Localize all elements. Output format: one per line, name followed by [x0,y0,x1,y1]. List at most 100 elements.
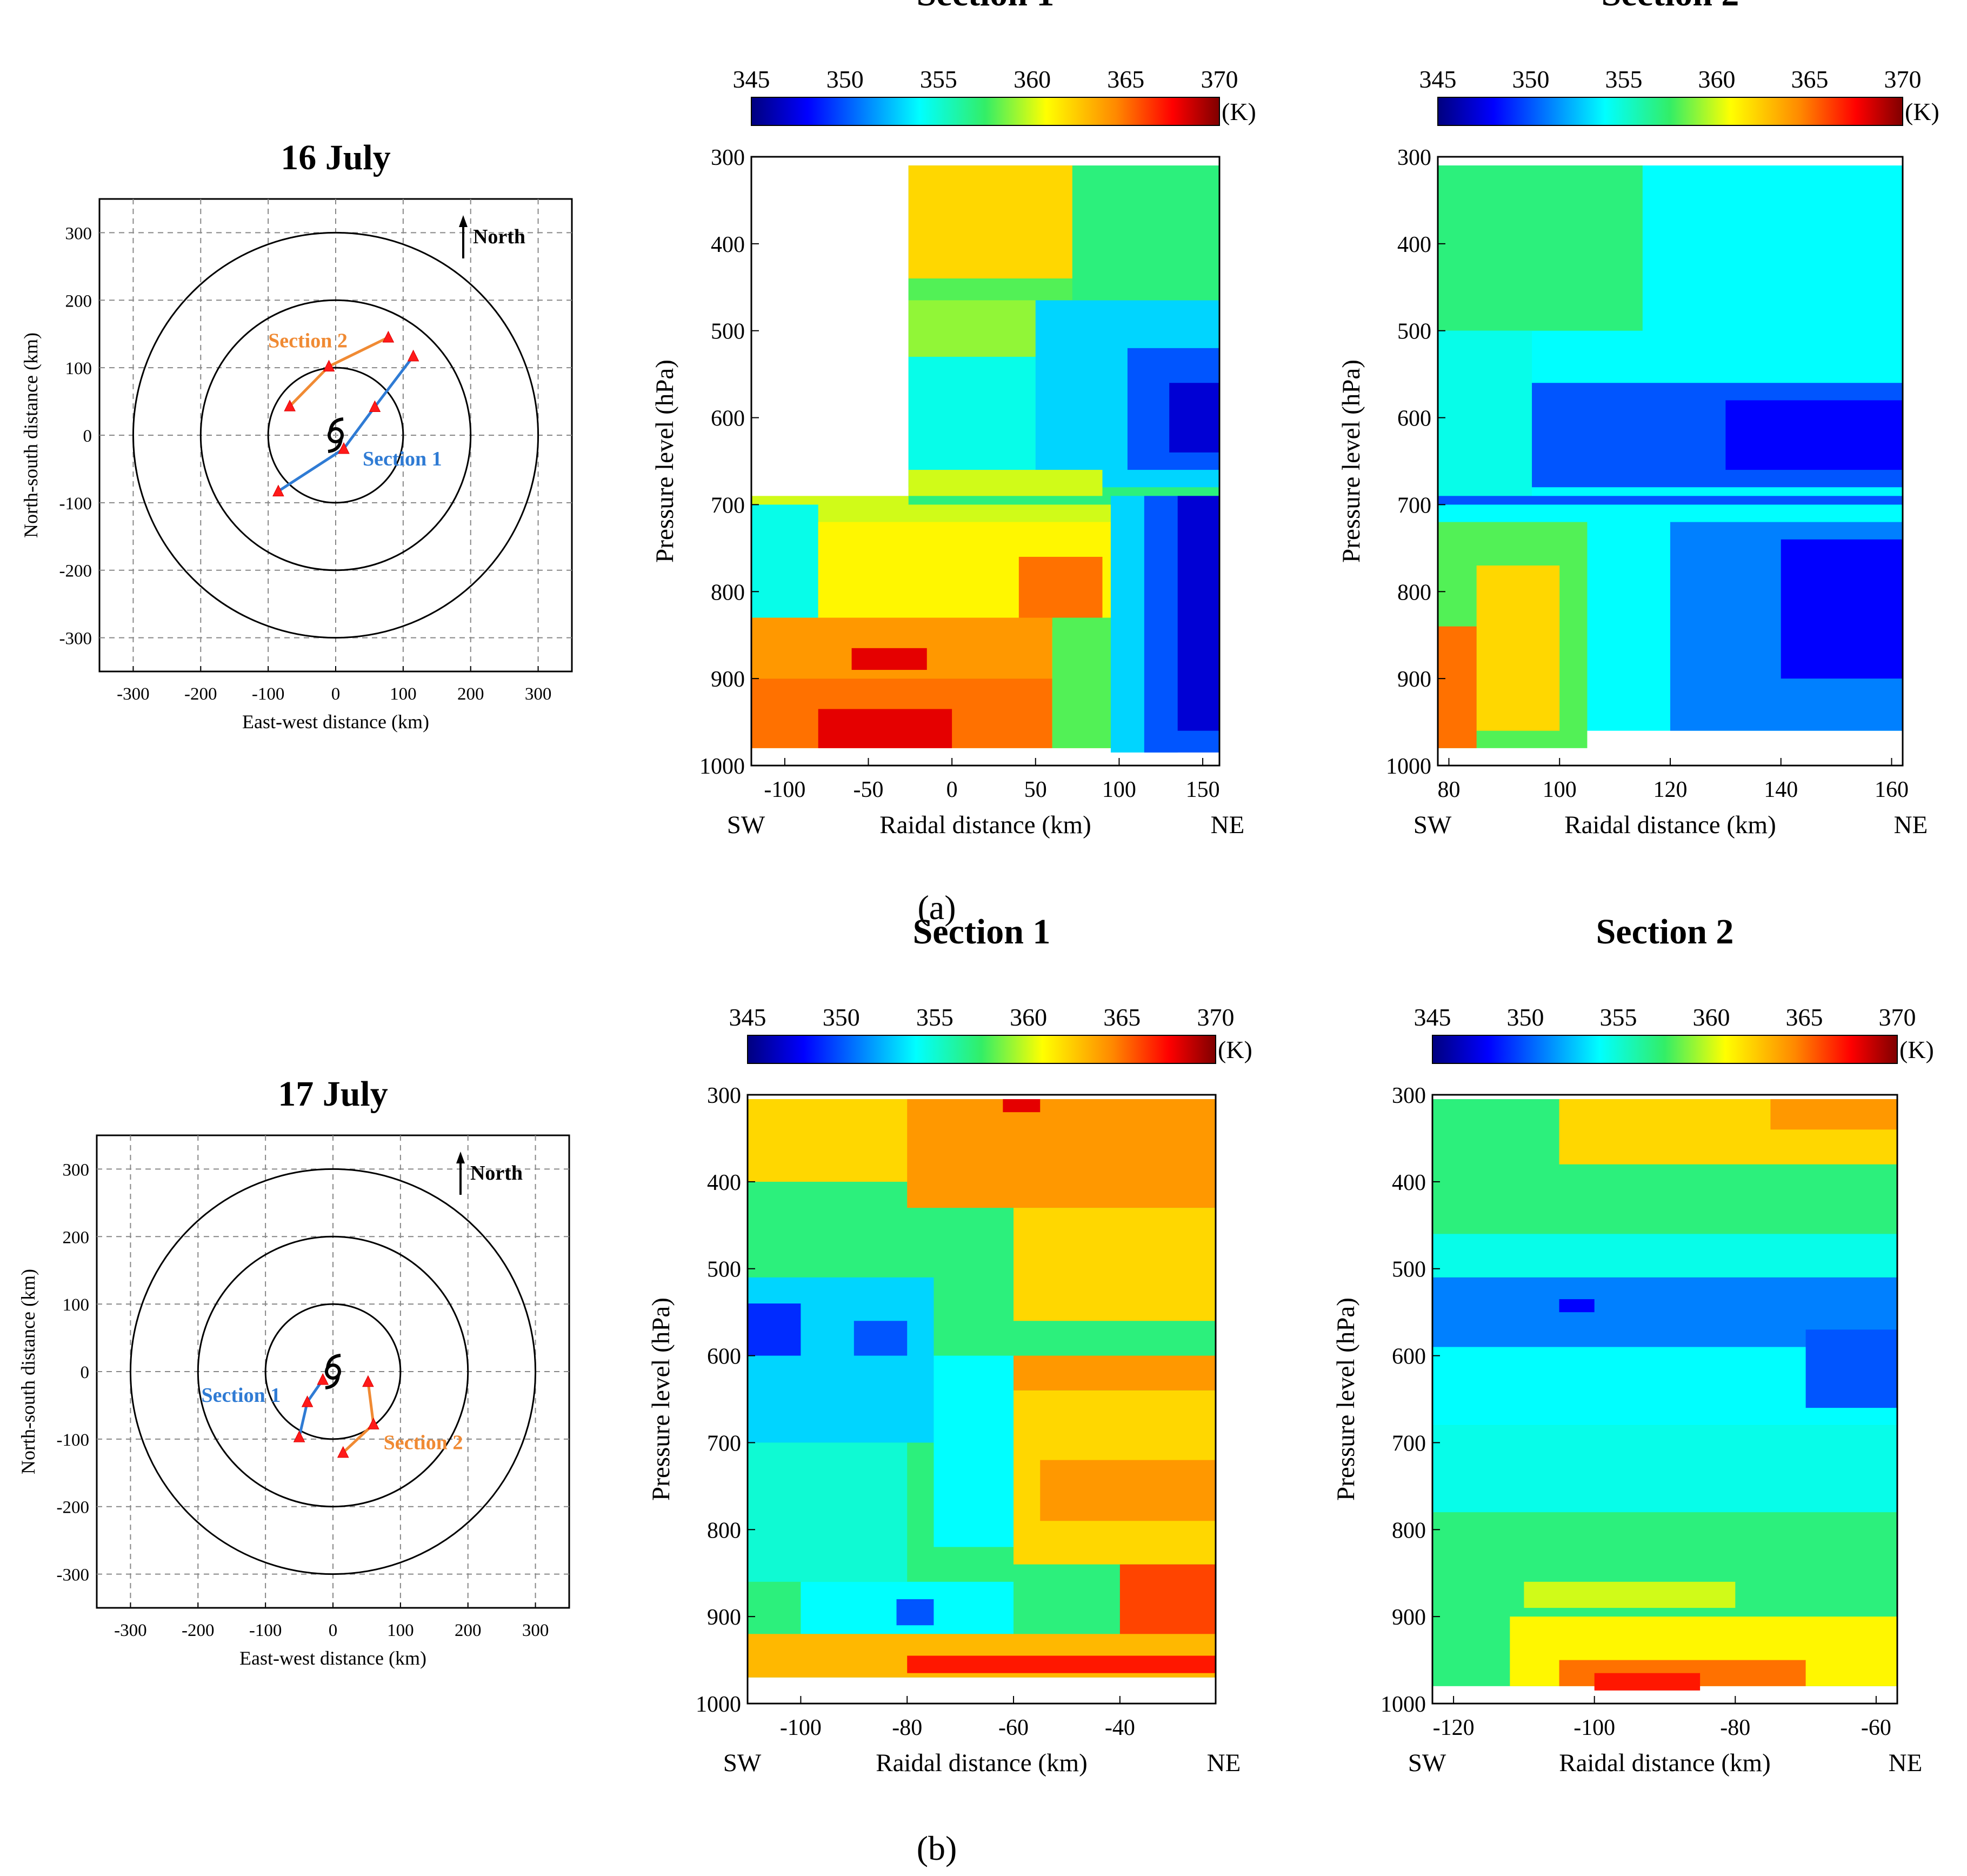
ne-label: NE [1207,1749,1241,1777]
theta-e-region [818,709,952,748]
map-y-axis-label: North-south distance (km) [17,1269,39,1474]
map-tick-label-x: 100 [387,1621,414,1640]
y-axis-label: Pressure level (hPa) [1332,1298,1360,1501]
map-tick-label-x: -200 [182,1621,215,1640]
theta-e-region [1805,1329,1897,1408]
y-axis-label: Pressure level (hPa) [647,1298,675,1501]
section-marker [362,1375,374,1387]
y-tick-label: 700 [1397,493,1431,518]
map-y-axis-label: North-south distance (km) [20,332,42,538]
plot-frame [746,1094,1217,1705]
section-label: Section 1 [363,448,442,470]
theta-e-region [1432,1234,1897,1278]
typhoon-arm [326,1354,341,1369]
typhoon-icon [325,1354,341,1389]
x-axis-label: Raidal distance (km) [1559,1749,1771,1777]
x-axis-label: Raidal distance (km) [1564,811,1776,839]
x-tick-label: -60 [998,1715,1029,1740]
theta-e-region [854,1321,908,1356]
y-tick-label: 800 [711,580,745,605]
map-tick-label-y: -200 [59,562,92,581]
map-x-axis-label: East-west distance (km) [242,711,429,733]
x-tick-label: 100 [1543,777,1577,802]
colorbar-tick-label: 360 [1013,65,1051,93]
x-tick-label: 0 [946,777,958,802]
map-tick-label-y: 300 [63,1160,90,1180]
y-tick-label: 900 [1392,1605,1426,1630]
sw-label: SW [1413,811,1452,839]
y-tick-label: 800 [1397,580,1431,605]
colorbar [751,97,1220,126]
map-tick-label-y: 100 [63,1295,90,1315]
map-tick-label-x: -300 [114,1621,147,1640]
y-tick-label: 600 [711,407,745,431]
theta-e-field [751,165,1219,753]
north-label: North [473,225,525,248]
typhoon-icon [328,417,344,453]
x-tick-label: -80 [1720,1715,1750,1740]
y-tick-label: 700 [1392,1431,1426,1456]
x-axis-label: Raidal distance (km) [879,811,1091,839]
theta-e-region [908,470,1103,496]
colorbar-tick-label: 360 [1010,1003,1047,1031]
y-tick-label: 500 [711,320,745,344]
y-tick-label: 500 [707,1258,741,1282]
y-tick-label: 500 [1392,1258,1426,1282]
map-tick-label-y: 100 [65,359,92,378]
theta-e-region [1018,556,1103,627]
section-marker [337,1446,349,1458]
typhoon-arm [329,417,344,433]
range-circle [267,367,404,504]
theta-e-region [907,1099,1216,1208]
colorbar-tick-label: 370 [1884,65,1922,93]
x-tick-label: 50 [1024,777,1047,802]
section-title: Section 2 [1602,0,1739,14]
colorbar-tick-label: 370 [1201,65,1238,93]
map-panel: 17 July -300 -200 -100 0 100 200 300 300 200 100 0 -… [17,1074,570,1669]
map-title: 16 July [281,138,391,177]
theta-e-region [907,1655,1216,1673]
x-tick-label: -60 [1861,1715,1891,1740]
ne-label: NE [1211,811,1245,839]
typhoon-eye [325,1363,341,1380]
figure-label-a: (a) [917,888,956,927]
theta-e-region [1438,626,1477,748]
theta-e-region [748,1303,801,1356]
colorbar-tick-label: 360 [1698,65,1736,93]
map-tick-label-x: 0 [331,684,341,704]
colorbar-tick-label: 350 [826,65,864,93]
colorbar-tick-label: 370 [1879,1003,1916,1031]
typhoon-arm [328,438,343,453]
x-tick-label: -50 [854,777,884,802]
theta-e-region [851,648,927,670]
section-marker [293,1430,305,1442]
y-tick-label: 1000 [1381,1692,1426,1717]
theta-e-region [751,504,818,618]
x-tick-label: -100 [1573,1715,1615,1740]
colorbar-unit: (K) [1905,98,1939,125]
section-marker [369,400,381,413]
y-tick-label: 400 [1397,232,1431,257]
colorbar-tick-label: 360 [1693,1003,1730,1031]
map-tick-label-y: 0 [81,1363,90,1382]
map-tick-label-x: 0 [329,1621,338,1640]
sw-label: SW [727,811,765,839]
section-label: Section 2 [384,1432,463,1454]
north-label: North [470,1162,523,1185]
colorbar-tick-label: 355 [1600,1003,1637,1031]
x-tick-label: 120 [1653,777,1688,802]
section-label: Section 2 [268,330,348,352]
map-tick-label-x: 200 [457,684,484,704]
map-x-axis-label: East-west distance (km) [239,1647,426,1669]
x-tick-label: 80 [1437,777,1460,802]
y-tick-label: 300 [707,1083,741,1108]
colorbar-tick-label: 355 [1605,65,1643,93]
x-tick-label: -100 [780,1715,822,1740]
colorbar-tick-label: 355 [920,65,957,93]
y-tick-label: 300 [1392,1083,1426,1108]
x-tick-label: 160 [1875,777,1909,802]
colorbar-tick-label: 345 [733,65,770,93]
ne-label: NE [1894,811,1928,839]
sw-label: SW [723,1749,762,1777]
theta-e-region [1781,539,1903,679]
